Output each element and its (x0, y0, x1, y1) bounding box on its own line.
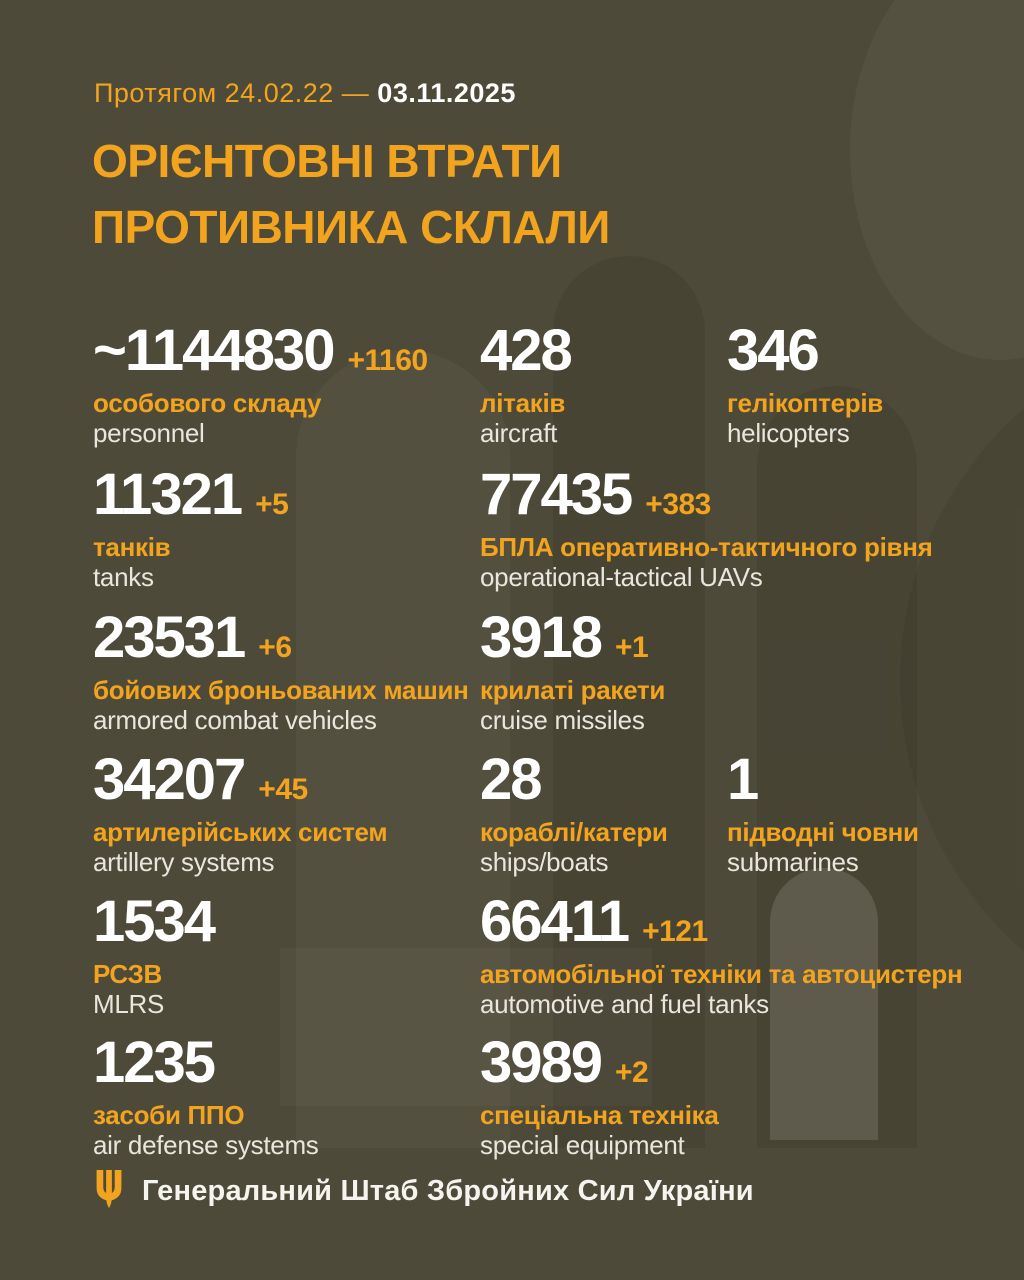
watermark-column-left (296, 350, 510, 1148)
stat-cell-aircraft: 428 літаків aircraft (480, 322, 585, 449)
page-title-line1: ОРІЄНТОВНІ ВТРАТИ (92, 135, 562, 187)
stat-label-en: artillery systems (93, 847, 275, 877)
stat-value: 346 (727, 318, 820, 383)
stat-delta: +121 (642, 915, 708, 948)
tryzub-icon (96, 1170, 122, 1209)
stat-label-en: special equipment (480, 1130, 685, 1160)
stat-delta: +45 (258, 773, 308, 806)
stat-value: ~1144830 (93, 318, 335, 383)
stat-value: 23531 (93, 605, 246, 670)
stat-cell-special-equipment: 3989 +2 спеціальна техніка special equip… (480, 1034, 719, 1161)
stat-cell-mlrs: 1534 РСЗВ MLRS (93, 893, 228, 1020)
period-label: Протягом 24.02.22 — (94, 78, 370, 108)
stat-label-en: personnel (93, 418, 205, 448)
stat-label-en: armored combat vehicles (93, 705, 377, 735)
stat-cell-cruise-missiles: 3918 +1 крилаті ракети cruise missiles (480, 609, 665, 736)
footer: Генеральний Штаб Збройних Сил України (93, 1170, 754, 1212)
organization-name: Генеральний Штаб Збройних Сил України (142, 1174, 754, 1207)
stat-label-uk: автомобільної техніки та автоцистерн (480, 959, 963, 989)
stat-delta: +1 (615, 631, 649, 664)
stat-delta: +2 (615, 1056, 649, 1089)
page-title-line2: ПРОТИВНИКА СКЛАЛИ (92, 201, 610, 253)
stat-label-uk: крилаті ракети (480, 675, 666, 705)
stat-label-en: ships/boats (480, 847, 609, 877)
report-date: 03.11.2025 (377, 78, 516, 108)
watermark-top-right (850, 0, 1024, 360)
stat-label-uk: танків (93, 532, 171, 562)
stat-cell-uavs: 77435 +383 БПЛА оперативно-тактичного рі… (480, 466, 933, 593)
stat-value: 428 (480, 318, 573, 383)
stat-label-uk: бойових броньованих машин (93, 675, 469, 705)
stat-value: 3989 (480, 1030, 603, 1095)
stat-label-en: automotive and fuel tanks (480, 989, 769, 1019)
stat-delta: +6 (258, 631, 292, 664)
page-title: ОРІЄНТОВНІ ВТРАТИ ПРОТИВНИКА СКЛАЛИ (92, 128, 610, 260)
stat-cell-air-defense-systems: 1235 засоби ППО air defense systems (93, 1034, 319, 1161)
stat-cell-helicopters: 346 гелікоптерів helicopters (727, 322, 883, 449)
stat-label-uk: БПЛА оперативно-тактичного рівня (480, 532, 933, 562)
stat-label-uk: особового складу (93, 388, 322, 418)
stat-cell-automotive-fuel-tanks: 66411 +121 автомобільної техніки та авто… (480, 889, 963, 1020)
stat-label-en: aircraft (480, 418, 558, 448)
stat-delta: +5 (255, 488, 289, 521)
stat-value: 3918 (480, 605, 603, 670)
stat-cell-ships-boats: 28 кораблі/катери ships/boats (480, 751, 668, 878)
stat-cell-tanks: 11321 +5 танків tanks (93, 462, 289, 593)
stat-label-uk: спеціальна техніка (480, 1100, 719, 1130)
stat-value: 77435 (480, 462, 633, 527)
stat-delta: +383 (645, 488, 711, 521)
stat-value: 34207 (93, 747, 246, 812)
stat-cell-artillery-systems: 34207 +45 артилерійських систем artiller… (93, 747, 388, 878)
stat-label-en: tanks (93, 562, 154, 592)
report-period: Протягом 24.02.22 — 03.11.2025 (94, 78, 516, 109)
stat-label-uk: засоби ППО (93, 1100, 245, 1130)
stat-label-en: air defense systems (93, 1130, 319, 1160)
stat-cell-submarines: 1 підводні човни submarines (727, 751, 919, 878)
stat-label-uk: артилерійських систем (93, 817, 388, 847)
stat-value: 1534 (93, 889, 216, 954)
stat-delta: +1160 (347, 344, 428, 377)
stat-label-en: helicopters (727, 418, 850, 448)
stat-label-en: submarines (727, 847, 859, 877)
stat-value: 28 (480, 747, 542, 812)
stat-label-uk: гелікоптерів (727, 388, 883, 418)
stat-value: 1 (727, 747, 759, 812)
stat-cell-personnel: ~1144830 +1160 особового складу personne… (93, 322, 428, 449)
stat-label-en: operational-tactical UAVs (480, 562, 763, 592)
stat-label-uk: підводні човни (727, 817, 919, 847)
stat-cell-armored-combat-vehicles: 23531 +6 бойових броньованих машин armor… (93, 609, 469, 736)
stat-label-en: cruise missiles (480, 705, 645, 735)
stat-label-en: MLRS (93, 989, 165, 1019)
stat-value: 66411 (480, 889, 630, 954)
stat-value: 11321 (93, 462, 243, 527)
stat-label-uk: літаків (480, 388, 566, 418)
stat-value: 1235 (93, 1030, 216, 1095)
stat-label-uk: кораблі/катери (480, 817, 668, 847)
stat-label-uk: РСЗВ (93, 959, 162, 989)
